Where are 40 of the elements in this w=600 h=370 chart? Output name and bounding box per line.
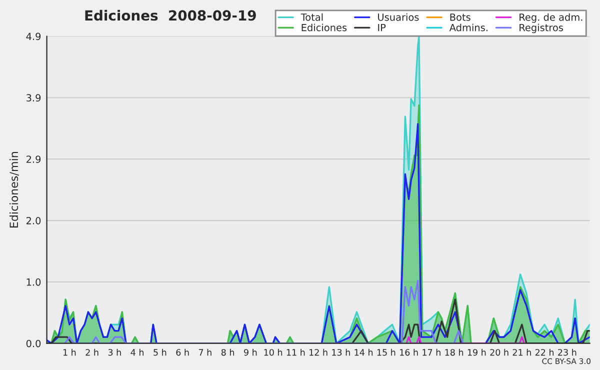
- y-axis-title: Ediciones/min: [9, 152, 19, 228]
- x-tick-label: 23 h: [558, 348, 576, 356]
- y-tick-label: 3.9: [26, 94, 41, 102]
- chart-title: Ediciones 2008-09-19: [85, 10, 256, 21]
- x-tick-label: 1 h: [63, 348, 76, 356]
- y-tick-label: 0.0: [26, 340, 41, 348]
- x-tick-label: 22 h: [535, 348, 554, 356]
- legend-label: Reg. de adm.: [520, 13, 582, 23]
- x-tick-label: 17 h: [422, 348, 440, 356]
- legend-label: Total: [300, 13, 323, 21]
- x-tick-label: 8 h: [221, 348, 234, 356]
- legend-label: Admins.: [449, 24, 488, 32]
- x-tick-label: 12 h: [310, 348, 328, 356]
- legend-label: Registros: [520, 24, 564, 34]
- x-tick-label: 19 h: [468, 348, 486, 356]
- x-tick-label: 16 h: [400, 348, 418, 356]
- x-tick-label: 11 h: [286, 348, 305, 356]
- x-tick-label: 21 h: [512, 348, 531, 356]
- x-tick-label: 14 h: [354, 348, 373, 356]
- x-tick-label: 9 h: [244, 348, 257, 356]
- y-tick-label: 2.0: [26, 217, 41, 224]
- x-tick-label: 13 h: [332, 348, 350, 356]
- x-tick-label: 18 h: [445, 348, 464, 356]
- y-tick-label: 2.9: [26, 156, 41, 163]
- x-tick-label: 6 h: [176, 348, 189, 356]
- legend-label: Ediciones: [302, 24, 347, 32]
- x-tick-label: 7 h: [198, 348, 212, 356]
- legend-label: Bots: [450, 14, 470, 21]
- x-tick-label: 20 h: [490, 348, 508, 356]
- x-tick-label: 5 h: [154, 348, 166, 356]
- legend-label: Usuarios: [378, 13, 419, 21]
- x-tick-label: 15 h: [377, 348, 396, 356]
- line-series: [64, 280, 464, 344]
- x-tick-label: 3 h: [108, 348, 121, 356]
- x-tick-label: 4 h: [130, 348, 144, 356]
- y-tick-label: 4.9: [26, 32, 41, 40]
- x-tick-label: 10 h: [264, 348, 282, 356]
- x-tick-label: 2 h: [86, 348, 98, 356]
- legend-label: IP: [378, 24, 386, 32]
- y-tick-label: 1.0: [26, 278, 41, 286]
